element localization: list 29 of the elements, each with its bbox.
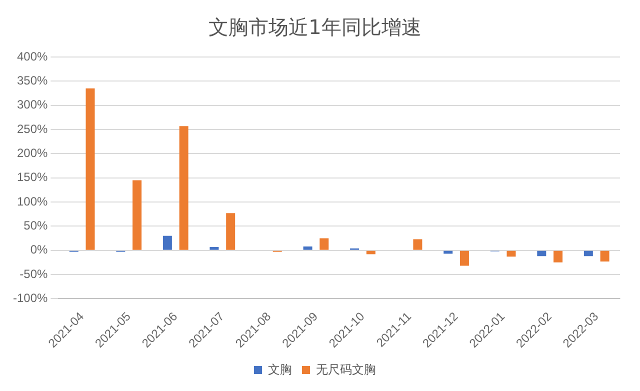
y-tick-label: 400%	[16, 49, 48, 64]
bar	[210, 246, 219, 250]
bar	[226, 213, 236, 250]
y-tick-label: 350%	[16, 73, 48, 88]
bar	[600, 250, 610, 262]
bar	[86, 88, 95, 250]
y-tick-label: 200%	[16, 146, 48, 160]
bar	[320, 238, 329, 250]
y-tick-label: 250%	[16, 122, 48, 136]
y-tick-label: 0%	[30, 242, 48, 257]
y-tick-label: -100%	[13, 290, 48, 305]
y-tick-label: 50%	[24, 218, 48, 232]
bar	[303, 246, 312, 250]
chart-title: 文胸市场近1年同比增速	[208, 15, 422, 40]
bar	[584, 250, 593, 256]
y-tick-label: -50%	[20, 266, 48, 281]
y-tick-label: 100%	[16, 194, 48, 208]
bar	[132, 180, 142, 250]
bar	[460, 250, 469, 266]
bar	[179, 126, 188, 250]
bar	[506, 250, 516, 257]
bar	[162, 236, 172, 250]
legend-label: 文胸	[268, 362, 292, 376]
y-tick-label: 300%	[16, 98, 48, 112]
bar	[554, 250, 563, 262]
bar	[537, 250, 546, 256]
legend-label: 无尺码文胸	[316, 362, 376, 376]
y-tick-label: 150%	[16, 170, 48, 184]
bar	[413, 239, 422, 250]
